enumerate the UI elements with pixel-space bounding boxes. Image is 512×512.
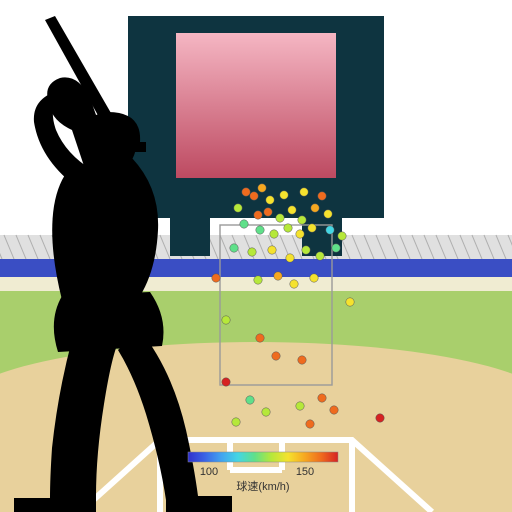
pitch-marker	[266, 196, 274, 204]
pitch-marker	[234, 204, 242, 212]
pitch-marker	[230, 244, 238, 252]
legend-tick-label: 100	[200, 466, 218, 478]
pitch-marker	[330, 406, 338, 414]
pitch-marker	[232, 418, 240, 426]
pitch-marker	[212, 274, 220, 282]
pitch-marker	[284, 224, 292, 232]
pitch-marker	[258, 184, 266, 192]
pitch-marker	[308, 224, 316, 232]
pitch-marker	[332, 244, 340, 252]
pitch-marker	[296, 230, 304, 238]
pitch-marker	[272, 352, 280, 360]
pitch-marker	[338, 232, 346, 240]
pitch-marker	[274, 272, 282, 280]
pitch-marker	[326, 226, 334, 234]
pitch-marker	[298, 356, 306, 364]
scoreboard-screen	[176, 33, 336, 178]
pitch-marker	[254, 276, 262, 284]
pitch-marker	[311, 204, 319, 212]
pitch-marker	[298, 216, 306, 224]
pitch-marker	[240, 220, 248, 228]
pitch-marker	[276, 214, 284, 222]
pitch-marker	[376, 414, 384, 422]
pitch-marker	[242, 188, 250, 196]
pitch-marker	[318, 192, 326, 200]
pitch-marker	[250, 192, 258, 200]
pitch-marker	[256, 226, 264, 234]
pitch-marker	[310, 274, 318, 282]
pitch-marker	[262, 408, 270, 416]
pitch-marker	[306, 420, 314, 428]
pitch-marker	[286, 254, 294, 262]
pitch-marker	[324, 210, 332, 218]
pitch-marker	[246, 396, 254, 404]
pitch-marker	[270, 230, 278, 238]
pitch-marker	[302, 246, 310, 254]
pitch-marker	[288, 206, 296, 214]
pitch-marker	[318, 394, 326, 402]
pitch-marker	[256, 334, 264, 342]
pitch-marker	[296, 402, 304, 410]
pitch-location-chart: 100 150 球速(km/h)	[0, 0, 512, 512]
pitch-marker	[248, 248, 256, 256]
pitch-marker	[222, 316, 230, 324]
legend-title: 球速(km/h)	[236, 479, 289, 493]
pitch-marker	[268, 246, 276, 254]
pitch-marker	[264, 208, 272, 216]
pitch-marker	[280, 191, 288, 199]
pitch-marker	[316, 252, 324, 260]
legend-tick-label: 150	[296, 466, 314, 478]
pitch-marker	[254, 211, 262, 219]
pitch-marker	[300, 188, 308, 196]
legend-colorbar	[188, 452, 338, 462]
pitch-marker	[290, 280, 298, 288]
pitch-marker	[222, 378, 230, 386]
pitch-marker	[346, 298, 354, 306]
